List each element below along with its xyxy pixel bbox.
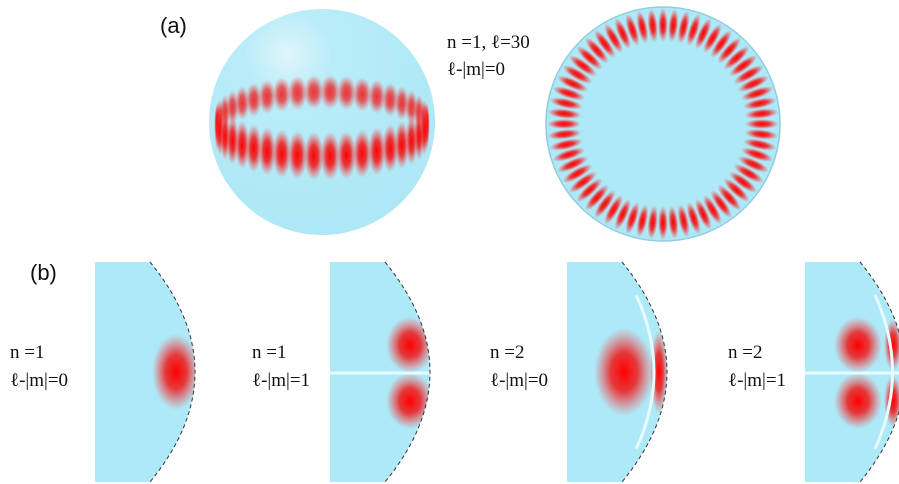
disk xyxy=(546,7,780,241)
mode-label: n =1 xyxy=(10,342,44,363)
figure: (a) n =1, ℓ=30 ℓ-|m|=0 (b) xyxy=(0,0,899,484)
cross-section xyxy=(95,262,200,482)
mode-label: n =2 xyxy=(490,342,524,363)
mode-lobe xyxy=(834,373,882,429)
mode-label: ℓ-|m|=1 xyxy=(252,370,310,391)
cross-section xyxy=(567,262,668,482)
mode-label: ℓ-|m|=1 xyxy=(728,370,786,391)
mode-lobe xyxy=(594,328,654,416)
mode-label: n =2 xyxy=(728,342,762,363)
cross-section xyxy=(805,262,899,482)
mode-label: n =1, ℓ=30 xyxy=(447,32,530,53)
mode-lobe xyxy=(658,206,668,240)
panel-label: (a) xyxy=(160,13,187,38)
mode-label: ℓ-|m|=0 xyxy=(10,370,68,391)
mode-lobe xyxy=(304,132,324,180)
mode-lobe xyxy=(834,317,882,373)
mode-label: ℓ-|m|=0 xyxy=(490,370,548,391)
mode-lobe xyxy=(745,119,779,129)
mode-label: ℓ-|m|=0 xyxy=(447,59,505,80)
mode-lobe xyxy=(658,8,668,42)
cross-section xyxy=(330,262,440,482)
mode-label: n =1 xyxy=(252,342,286,363)
mode-lobe xyxy=(547,119,581,129)
panel-label: (b) xyxy=(30,260,57,285)
